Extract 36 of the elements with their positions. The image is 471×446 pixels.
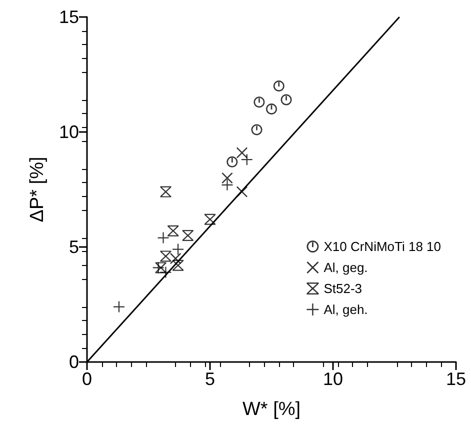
legend-label: X10 CrNiMoTi 18 10	[324, 239, 442, 254]
x-tick-label: 10	[322, 369, 344, 389]
point	[204, 214, 216, 225]
point	[236, 147, 248, 158]
y-tick-label: 5	[68, 237, 79, 257]
point	[158, 232, 169, 244]
point	[241, 154, 252, 166]
y-tick-label: 10	[58, 122, 79, 142]
point	[222, 179, 233, 190]
point	[160, 250, 172, 262]
point	[172, 244, 184, 255]
point	[182, 230, 194, 241]
y-tick-label: 15	[58, 7, 79, 27]
x-tick-label: 5	[204, 369, 216, 389]
point	[236, 186, 248, 198]
point	[280, 94, 292, 106]
point	[168, 225, 179, 236]
point	[254, 96, 265, 108]
legend-label: Al, geh.	[324, 302, 368, 317]
y-axis-title: ΔP* [%]	[27, 156, 48, 222]
point	[273, 80, 284, 92]
legend-label: St52-3	[324, 281, 362, 296]
x-axis-title: W* [%]	[242, 399, 301, 420]
point	[251, 124, 262, 136]
point	[160, 186, 172, 198]
point	[152, 262, 164, 274]
point	[226, 156, 238, 168]
point	[113, 301, 124, 312]
point	[222, 172, 233, 184]
x-tick-label: 15	[446, 369, 466, 389]
legend-label: Al, geg.	[324, 260, 368, 275]
point	[172, 260, 184, 271]
x-tick-label: 0	[82, 369, 92, 389]
point	[160, 266, 172, 278]
y-tick-label: 0	[68, 352, 79, 372]
point	[266, 104, 277, 114]
